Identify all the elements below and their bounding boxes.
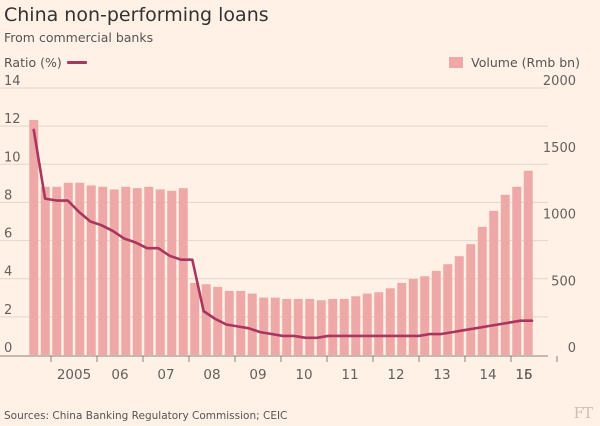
right-tick-label: 0 [568, 341, 576, 356]
x-tick-label: 06 [111, 367, 128, 383]
bar [385, 288, 395, 355]
bar [293, 298, 303, 355]
left-tick-label: 0 [4, 341, 12, 356]
bar [362, 293, 372, 355]
bar [167, 190, 177, 355]
left-tick-label: 8 [4, 188, 12, 203]
bar [236, 290, 246, 355]
bar [408, 278, 418, 355]
left-tick-label: 6 [4, 227, 12, 242]
legend-volume: Volume (Rmb bn) [449, 55, 580, 70]
x-tick-label: 13 [433, 367, 450, 383]
bar [328, 298, 338, 355]
bar [259, 297, 269, 355]
ratio-line [32, 128, 534, 340]
left-tick-label: 2 [4, 303, 12, 318]
x-tick-label: 16 [515, 367, 532, 383]
source-note: Sources: China Banking Regulatory Commis… [4, 410, 288, 422]
bar [397, 282, 407, 355]
bar [63, 182, 73, 355]
left-tick-label: 14 [4, 74, 21, 89]
bar [121, 186, 131, 355]
right-tick-label: 1000 [543, 208, 576, 223]
bar [454, 256, 464, 355]
bar [75, 182, 85, 355]
right-tick-label: 2000 [543, 74, 576, 89]
bar [466, 244, 476, 355]
bar [270, 297, 280, 355]
x-tick-label: 09 [249, 367, 266, 383]
right-tick-label: 1500 [543, 141, 576, 156]
bar [132, 188, 142, 356]
x-tick-label: 11 [341, 367, 358, 383]
bar [155, 189, 165, 355]
bar [420, 276, 430, 355]
left-tick-label: 12 [4, 112, 21, 127]
bar [339, 298, 349, 355]
x-tick-label: 10 [295, 367, 312, 383]
legend-bar-swatch [449, 57, 464, 68]
bar [316, 300, 326, 355]
x-tick-label: 15 [515, 367, 532, 383]
chart-title: China non-performing loans [4, 4, 269, 26]
left-tick-label: 4 [4, 265, 12, 280]
legend-volume-label: Volume (Rmb bn) [471, 55, 580, 70]
bar [374, 292, 384, 355]
legend-ratio: Ratio (%) [4, 55, 87, 70]
x-tick-label: 2005 [57, 367, 91, 383]
x-tick-label: 07 [157, 367, 174, 383]
x-tick-label: 14 [479, 367, 496, 383]
bar [29, 120, 39, 355]
bar [86, 185, 96, 355]
bar [178, 188, 188, 356]
bar [305, 298, 315, 355]
bar [190, 282, 200, 355]
bar [282, 298, 292, 355]
bar [98, 186, 108, 355]
right-tick-label: 500 [551, 274, 576, 289]
left-tick-label: 10 [4, 150, 21, 165]
chart-subtitle: From commercial banks [4, 30, 154, 45]
bar [144, 186, 154, 355]
x-tick-label: 08 [203, 367, 220, 383]
legend-line-swatch [66, 61, 87, 64]
bar [523, 170, 533, 355]
bar [477, 226, 487, 355]
bar [512, 186, 522, 355]
bar [201, 284, 211, 355]
bar [109, 189, 119, 355]
bar [500, 194, 510, 355]
bar [443, 264, 453, 355]
x-tick-label: 12 [387, 367, 404, 383]
bar [247, 293, 257, 355]
bar [224, 290, 234, 355]
bar [489, 210, 499, 355]
ft-logo: FT [573, 404, 593, 422]
bar [40, 186, 50, 355]
bar [351, 296, 361, 355]
bar [52, 186, 62, 355]
bar [431, 270, 441, 355]
legend-ratio-label: Ratio (%) [4, 55, 62, 70]
